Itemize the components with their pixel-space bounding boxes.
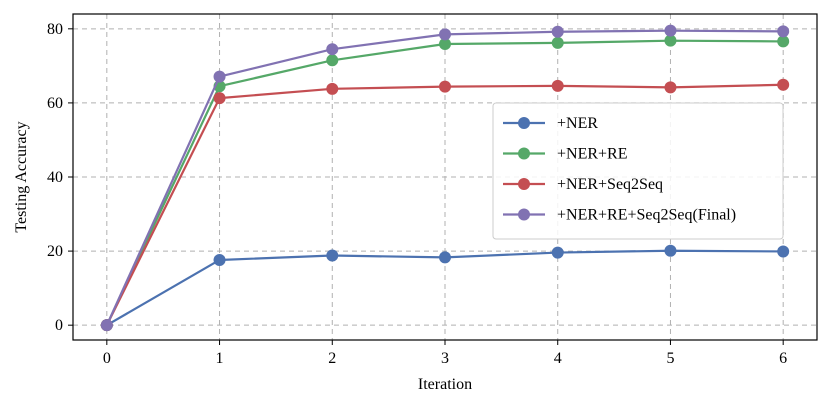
data-point [439, 38, 451, 51]
data-point [213, 92, 226, 105]
data-point [439, 28, 451, 41]
legend-marker [518, 147, 530, 160]
data-point [100, 319, 113, 332]
data-point [213, 253, 226, 266]
data-point [551, 36, 564, 49]
legend-item: +NER+Seq2Seq [503, 176, 663, 193]
data-point [326, 54, 339, 67]
data-point [551, 246, 564, 259]
y-tick-label: 40 [47, 169, 63, 186]
data-point [551, 25, 564, 38]
legend-box [492, 102, 784, 240]
x-tick-label: 4 [554, 350, 562, 367]
data-point [777, 25, 790, 38]
legend-item: +NER [503, 115, 598, 132]
data-point [213, 70, 226, 83]
x-tick-label: 2 [328, 350, 336, 367]
data-point [439, 80, 451, 93]
y-tick-label: 60 [47, 95, 63, 112]
y-tick-label: 80 [47, 21, 63, 38]
x-tick-label: 1 [216, 350, 224, 367]
legend-item: +NER+RE [503, 146, 628, 163]
legend-label: +NER+Seq2Seq [557, 176, 663, 193]
legend-label: +NER [557, 115, 598, 132]
legend-label: +NER+RE+Seq2Seq(Final) [557, 207, 736, 224]
y-tick-label: 20 [47, 243, 63, 260]
x-tick-label: 3 [441, 350, 449, 367]
x-tick-label: 5 [666, 350, 674, 367]
data-point [664, 244, 677, 257]
x-tick-label: 0 [103, 350, 111, 367]
y-tick-label: 0 [55, 317, 63, 334]
data-point [777, 35, 790, 48]
legend: +NER +NER+RE +NER+Seq2Seq +NER+RE+Seq2Seq(F… [492, 102, 784, 240]
data-point [551, 79, 564, 92]
y-axis-label: Testing Accuracy [13, 121, 30, 232]
data-point [664, 34, 677, 47]
legend-marker [518, 208, 530, 221]
data-point [664, 81, 677, 94]
data-point [777, 78, 790, 91]
data-point [664, 24, 677, 37]
x-axis-label: Iteration [418, 376, 472, 393]
legend-item: +NER+RE+Seq2Seq(Final) [503, 207, 736, 224]
series-4 [100, 24, 790, 332]
legend-label: +NER+RE [557, 146, 628, 163]
data-point [777, 245, 790, 258]
data-point [326, 249, 339, 262]
data-point [326, 82, 339, 95]
data-point [439, 251, 451, 264]
series-layer [100, 24, 790, 332]
x-tick-label: 6 [779, 350, 787, 367]
legend-marker [518, 117, 530, 129]
legend-marker [518, 178, 530, 190]
data-point [326, 43, 339, 56]
